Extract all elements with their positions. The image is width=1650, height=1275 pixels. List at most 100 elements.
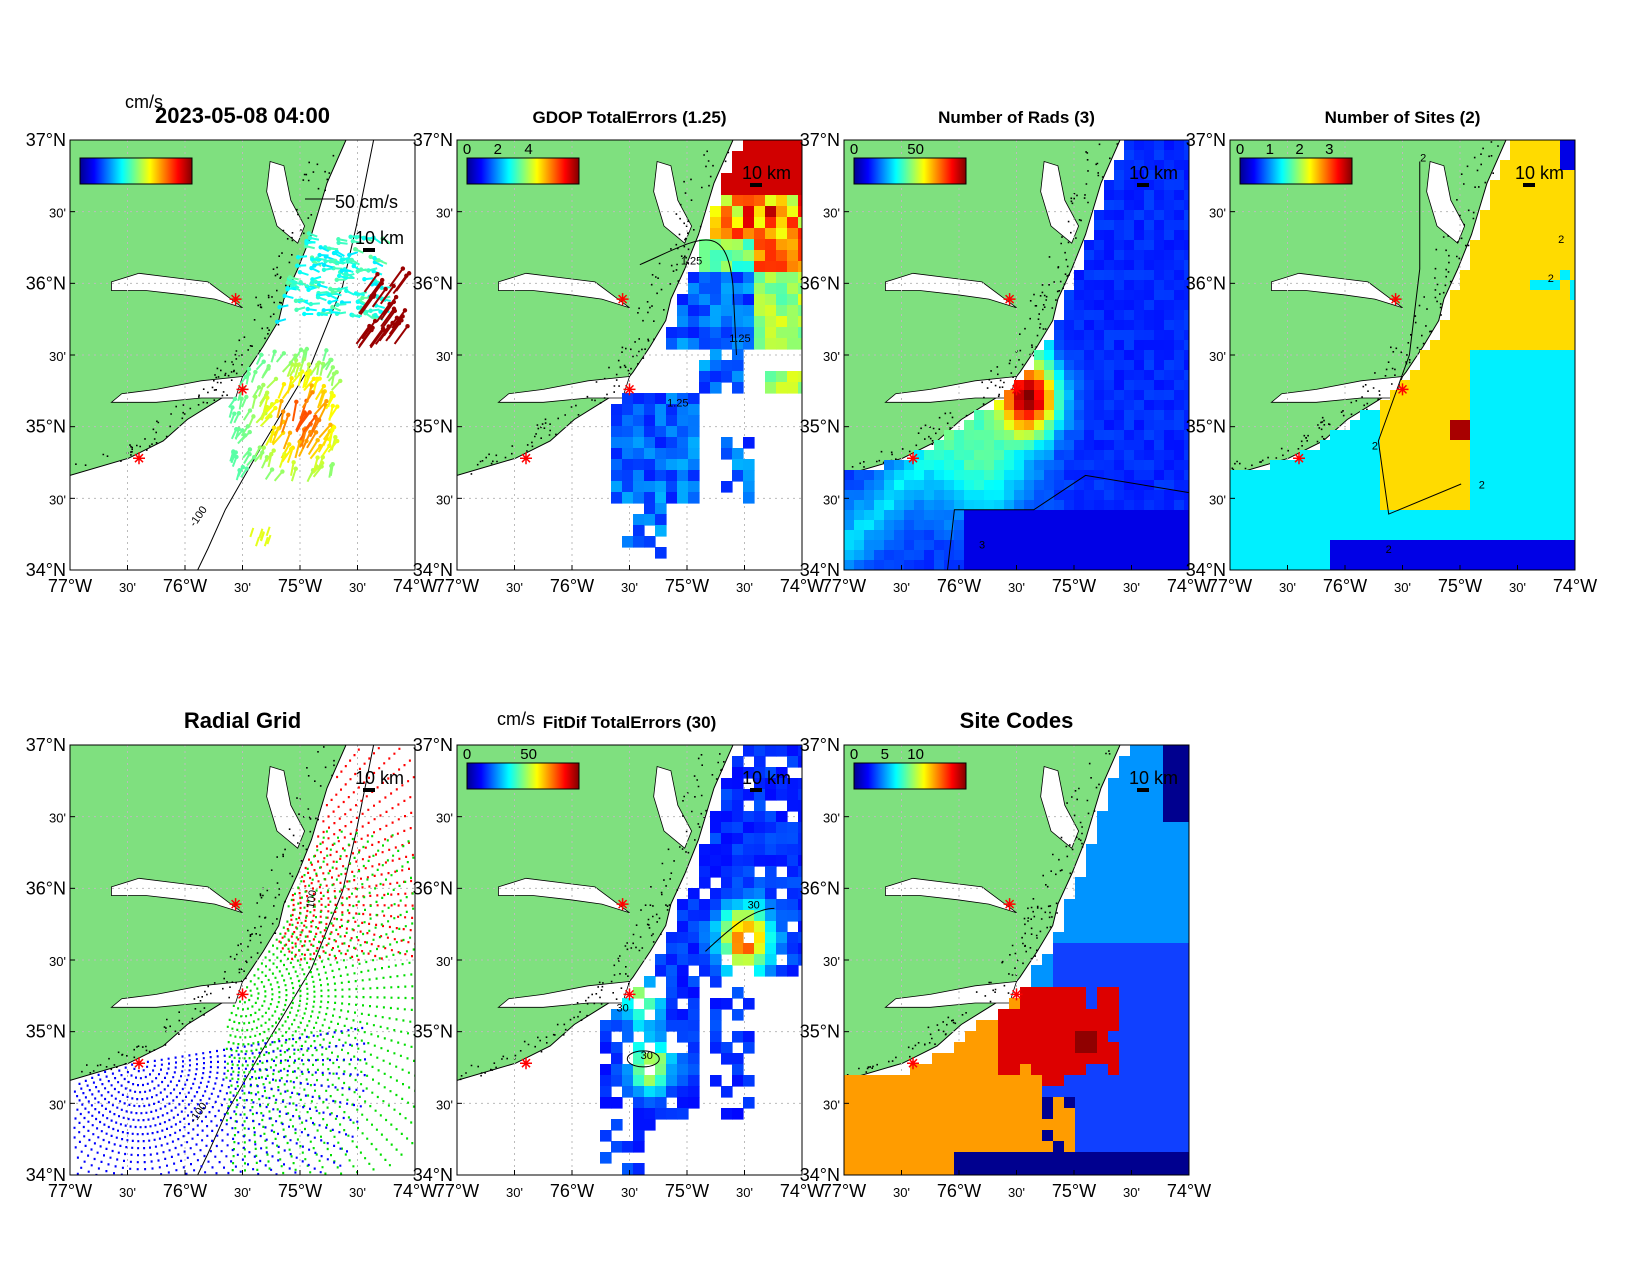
grid-cell: [1360, 440, 1371, 451]
current-vector-head: [330, 461, 335, 467]
grid-cell: [1114, 310, 1125, 321]
grid-cell: [1104, 530, 1115, 541]
grid-cell: [1520, 340, 1531, 351]
grid-cell: [1350, 480, 1361, 491]
grid-cell: [855, 1108, 867, 1120]
grid-cell: [710, 360, 722, 372]
grid-cell: [732, 272, 744, 284]
grid-cell: [1480, 470, 1491, 481]
grid-cell: [1124, 510, 1135, 521]
grid-cell: [1360, 470, 1371, 481]
grid-cell: [688, 1020, 700, 1032]
grid-cell: [1152, 987, 1164, 999]
grid-cell: [710, 250, 722, 262]
grid-cell: [1034, 460, 1045, 471]
grid-cell: [798, 954, 802, 966]
panel-title: 2023-05-08 04:00: [155, 103, 330, 128]
lon-tick-label: 30': [1123, 580, 1140, 595]
grid-cell: [1520, 250, 1531, 261]
panel-nrads: 3: [844, 140, 1189, 570]
grid-cell: [1124, 430, 1135, 441]
site-marker: [133, 452, 145, 465]
grid-cell: [787, 338, 799, 350]
grid-cell: [1164, 300, 1175, 311]
grid-cell: [1420, 390, 1431, 401]
grid-cell: [1124, 370, 1135, 381]
grid-cell: [1300, 500, 1311, 511]
grid-cell: [1114, 180, 1125, 191]
grid-cell: [798, 305, 802, 317]
grid-cell: [1490, 200, 1501, 211]
grid-cell: [677, 943, 689, 955]
grid-cell: [1014, 520, 1025, 531]
grid-cell: [754, 778, 766, 790]
grid-cell: [1470, 370, 1481, 381]
grid-cell: [1031, 1174, 1043, 1175]
grid-cell: [1174, 789, 1186, 801]
current-vector-head: [306, 287, 311, 293]
grid-cell: [644, 1108, 656, 1120]
grid-cell: [1520, 550, 1531, 561]
lat-tick-label: 30': [823, 349, 840, 364]
grid-cell: [743, 492, 755, 504]
grid-cell: [1108, 866, 1120, 878]
grid-cell: [1163, 1141, 1175, 1153]
grid-cell: [1119, 998, 1131, 1010]
grid-cell: [798, 844, 802, 856]
grid-cell: [1144, 500, 1155, 511]
current-vector-head: [246, 371, 251, 377]
grid-cell: [1086, 1119, 1098, 1131]
current-vector-head: [303, 412, 309, 417]
lat-tick-label: 36°N: [26, 878, 66, 898]
grid-cell: [611, 470, 623, 482]
grid-cell: [1097, 1141, 1109, 1153]
current-vector-head: [306, 231, 312, 236]
grid-cell: [1084, 340, 1095, 351]
sound-water: [885, 272, 1017, 309]
grid-cell: [1280, 530, 1291, 541]
grid-cell: [1560, 150, 1571, 161]
grid-cell: [1014, 390, 1025, 401]
current-vector: [327, 426, 336, 442]
grid-cell: [1094, 350, 1105, 361]
grid-cell: [1174, 1075, 1186, 1087]
grid-cell: [1540, 250, 1551, 261]
grid-cell: [776, 272, 788, 284]
grid-cell: [943, 1086, 955, 1098]
grid-cell: [1470, 510, 1481, 521]
grid-cell: [1550, 340, 1561, 351]
grid-cell: [1530, 490, 1541, 501]
current-vector-head: [247, 451, 252, 457]
grid-cell: [710, 833, 722, 845]
grid-cell: [776, 151, 788, 163]
grid-cell: [633, 1163, 645, 1175]
grid-cell: [934, 460, 945, 471]
lon-tick-label: 75°W: [278, 1181, 322, 1201]
grid-cell: [1163, 987, 1175, 999]
grid-cell: [1174, 800, 1186, 812]
grid-cell: [1430, 410, 1441, 421]
grid-cell: [1520, 410, 1531, 421]
grid-cell: [1500, 180, 1511, 191]
grid-cell: [1053, 998, 1065, 1010]
lat-tick-label: 36°N: [800, 878, 840, 898]
grid-cell: [1097, 1053, 1109, 1065]
grid-cell: [1009, 1141, 1021, 1153]
grid-cell: [1460, 480, 1471, 491]
grid-cell: [1280, 470, 1291, 481]
grid-cell: [1064, 340, 1075, 351]
grid-cell: [1230, 550, 1241, 561]
grid-cell: [1420, 350, 1431, 361]
grid-cell: [1470, 290, 1481, 301]
grid-cell: [1185, 1097, 1189, 1109]
grid-cell: [1154, 140, 1165, 151]
grid-cell: [1540, 420, 1551, 431]
grid-cell: [1560, 520, 1571, 531]
grid-cell: [1490, 240, 1501, 251]
grid-cell: [798, 261, 802, 273]
grid-cell: [1097, 1086, 1109, 1098]
grid-cell: [1440, 520, 1451, 531]
grid-cell: [1270, 500, 1281, 511]
current-vector-head: [285, 287, 290, 292]
grid-cell: [1184, 200, 1189, 211]
